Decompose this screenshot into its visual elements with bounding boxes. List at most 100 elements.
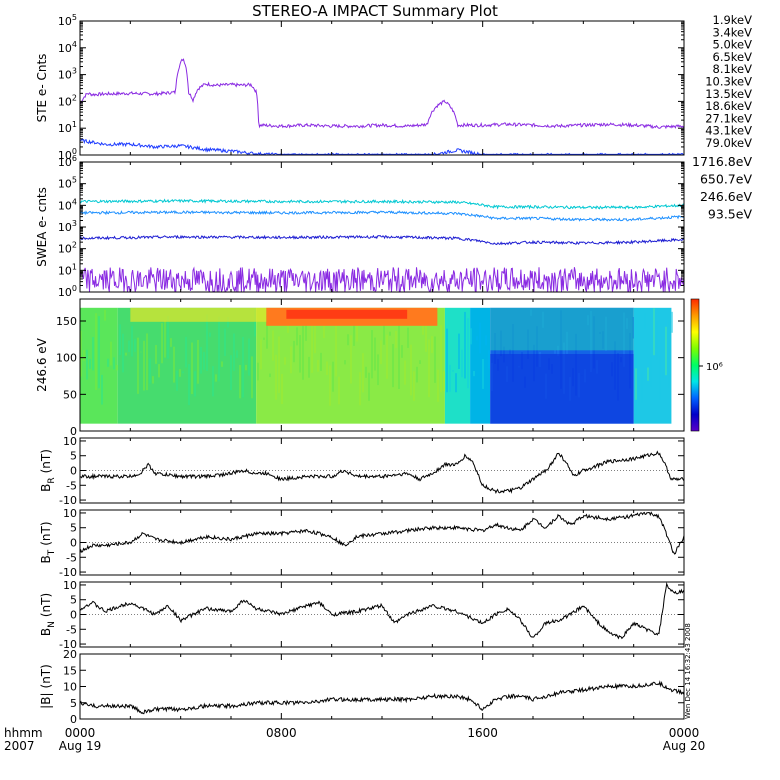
pad-highflux-core <box>286 309 408 319</box>
pad-texture <box>290 346 292 374</box>
pad-texture <box>602 331 604 349</box>
swea-legend-entry: 93.5eV <box>708 207 753 222</box>
pad-texture <box>185 336 187 368</box>
pad-texture <box>488 350 490 369</box>
pad-texture <box>101 374 103 405</box>
y-tick-label: 150 <box>56 315 77 328</box>
pad-texture <box>431 336 433 353</box>
pad-texture <box>509 349 511 355</box>
series-line <box>80 582 684 640</box>
pad-texture <box>128 340 130 352</box>
pad-texture <box>305 320 307 341</box>
pad-texture <box>197 339 199 384</box>
pad-texture <box>206 314 208 371</box>
pad-texture <box>125 352 127 356</box>
pad-texture <box>344 360 346 365</box>
footer-row2-label: 2007 <box>4 739 35 753</box>
pad-texture <box>371 330 373 379</box>
swea-legend-entry: 650.7eV <box>700 172 752 187</box>
y-tick-label: 103 <box>58 67 77 82</box>
pad-texture <box>434 336 436 383</box>
colorbar-strip <box>690 298 700 432</box>
series-group <box>80 198 684 292</box>
pad-texture <box>356 325 358 342</box>
pad-texture <box>380 340 382 365</box>
pad-texture <box>119 324 121 356</box>
pad-texture <box>353 322 355 346</box>
y-tick-label: 15 <box>63 664 77 677</box>
series-line <box>80 210 684 222</box>
y-tick-label: 100 <box>56 352 77 365</box>
pad-texture <box>161 323 163 364</box>
pad-texture <box>116 365 118 371</box>
pad-texture <box>257 362 259 381</box>
pad-texture <box>428 339 430 398</box>
pad-texture <box>98 316 100 389</box>
series-group <box>80 58 684 155</box>
pad-texture <box>278 336 280 394</box>
y-tick-label: 10 <box>63 579 77 592</box>
pad-texture <box>350 335 352 384</box>
generation-timestamp: Wen Dec 14 16:32:43 2008 <box>684 623 692 719</box>
pad-texture <box>230 355 232 391</box>
ste-legend-entry: 13.5keV <box>705 87 752 101</box>
ste-energy-legend: 1.9keV3.4keV5.0keV6.5keV8.1keV10.3keV13.… <box>705 13 752 150</box>
pad-texture <box>203 352 205 370</box>
pad-texture <box>200 347 202 374</box>
pad-texture <box>152 376 154 384</box>
pad-texture <box>500 330 502 356</box>
pad-texture <box>323 320 325 338</box>
panel-br: -10 -50 5 10 BR(nT) <box>39 435 685 507</box>
pad-texture <box>80 330 82 377</box>
pad-texture <box>443 371 445 391</box>
pad-texture <box>398 321 400 389</box>
pad-texture <box>170 338 172 347</box>
pad-texture <box>473 370 475 377</box>
y-axis-label: BR(nT) <box>39 449 57 492</box>
pad-texture <box>83 350 85 361</box>
panel-swea: 100 101 102 103 104 105 106 SWEA e- cnts <box>35 154 685 299</box>
pad-texture <box>251 356 253 399</box>
series-group <box>80 680 684 715</box>
pad-texture <box>530 309 532 316</box>
y-axis-label: BN(nT) <box>39 593 57 636</box>
y-tick-label: 0 <box>70 465 77 478</box>
y-tick-label: 20 <box>63 648 77 661</box>
pad-texture <box>95 313 97 390</box>
series-line <box>80 450 684 494</box>
y-axis-label: SWEA e- cnts <box>35 187 49 267</box>
pad-texture <box>308 356 310 378</box>
y-tick-label: 5 <box>70 450 77 463</box>
panel-frame <box>79 20 685 156</box>
pad-texture <box>635 368 637 400</box>
pad-texture <box>134 338 136 352</box>
pad-upper-band <box>130 307 267 322</box>
y-axis-label: STE e- Cnts <box>35 54 49 123</box>
pad-texture <box>194 371 196 397</box>
pad-texture <box>317 359 319 372</box>
y-tick-label: 100 <box>58 147 77 162</box>
pad-texture <box>653 308 655 356</box>
y-tick-label: 105 <box>58 13 77 28</box>
ste-legend-entry: 43.1keV <box>705 124 752 138</box>
pad-texture <box>239 364 241 399</box>
footer-time-tick: 0800 <box>266 726 297 740</box>
pad-texture <box>275 354 277 400</box>
pad-texture <box>452 370 454 372</box>
pad-upper-region <box>490 307 634 351</box>
pad-texture <box>404 360 406 385</box>
pad-texture <box>527 329 529 360</box>
panel-bn: -10 -50 5 10 BN(nT) <box>39 579 685 651</box>
y-tick-label: 101 <box>58 262 77 277</box>
pad-texture <box>482 358 484 389</box>
pad-texture <box>260 339 262 370</box>
pad-texture <box>383 324 385 345</box>
pad-texture <box>464 311 466 379</box>
chart-title: STEREO-A IMPACT Summary Plot <box>252 2 498 20</box>
pad-texture <box>590 310 592 373</box>
colorbar-label: 10⁶ <box>706 362 723 373</box>
footer-date-tick: Aug 19 <box>59 739 102 753</box>
pad-texture <box>104 309 106 321</box>
y-tick-label: -10 <box>59 638 77 651</box>
